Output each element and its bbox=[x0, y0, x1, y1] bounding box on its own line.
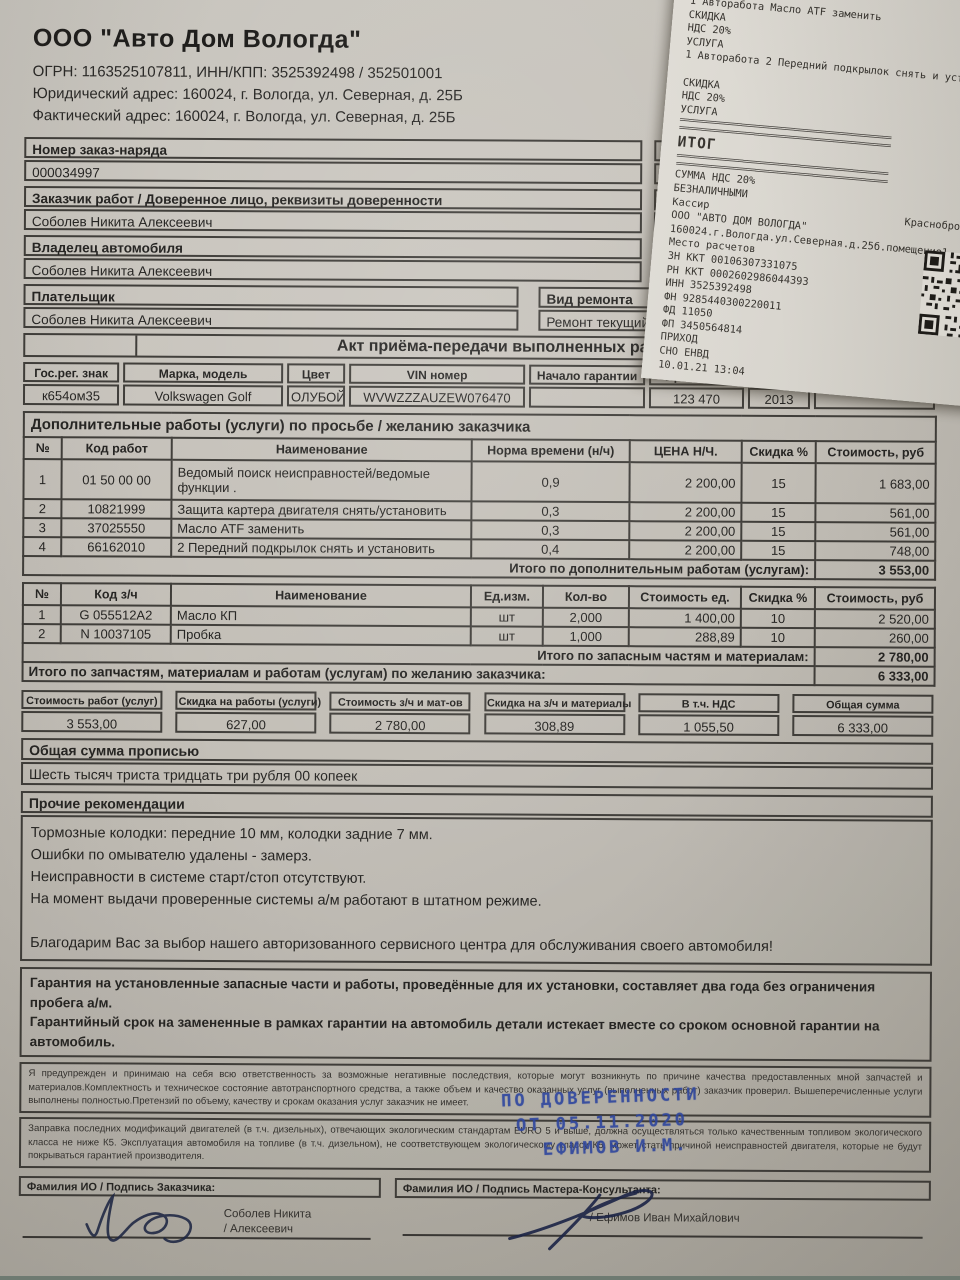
vehicle-field-label: Начало гарантии bbox=[529, 364, 646, 386]
total-box-label: Общая сумма bbox=[792, 694, 934, 714]
total-box: Общая сумма 6 333,00 bbox=[792, 694, 934, 737]
vehicle-field-value: WVWZZZAUZEW076470 bbox=[348, 385, 526, 408]
total-box-value: 2 780,00 bbox=[329, 712, 471, 735]
grand-total-label: Итого по запчастям, материалам и работам… bbox=[22, 661, 815, 686]
vehicle-field-value: ОЛУБОЙ bbox=[286, 385, 346, 407]
vehicle-field: Начало гарантии bbox=[528, 364, 646, 409]
col-discount: Скидка % bbox=[741, 440, 816, 464]
total-box-label: Скидка на з/ч и материалы bbox=[483, 692, 631, 713]
total-box-value: 3 553,00 bbox=[21, 710, 163, 733]
amount-in-words-label: Общая сумма прописью bbox=[21, 737, 934, 765]
works-total-row: Итого по дополнительным работам (услугам… bbox=[23, 555, 936, 580]
works-total-value: 3 553,00 bbox=[815, 560, 936, 580]
total-box-label: Стоимость з/ч и мат-ов bbox=[329, 691, 471, 712]
vehicle-field-label: VIN номер bbox=[349, 363, 526, 385]
master-signature-block: Фамилия ИО / Подпись Мастера-Консультант… bbox=[394, 1177, 931, 1269]
customer-signature-name: Соболев Никита / Алексеевич bbox=[223, 1207, 312, 1236]
customer-label: Заказчик работ / Доверенное лицо, реквиз… bbox=[23, 185, 643, 211]
warranty-p1: Гарантия на установленные запасные части… bbox=[29, 975, 876, 1011]
amount-in-words-value: Шесть тысяч триста тридцать три рубля 00… bbox=[20, 761, 934, 790]
parts-table: № Код з/ч Наименование Ед.изм. Кол-во Ст… bbox=[22, 582, 937, 687]
total-box-value: 627,00 bbox=[175, 711, 317, 734]
total-box-value: 6 333,00 bbox=[792, 715, 934, 737]
col-qty: Кол-во bbox=[542, 585, 630, 609]
vehicle-field: Марка, модель Volkswagen Golf bbox=[122, 362, 284, 407]
totals-boxes-row: Стоимость работ (услуг) 3 553,00 Скидка … bbox=[21, 689, 934, 737]
grand-total-row: Итого по запчастям, материалам и работам… bbox=[22, 661, 935, 686]
total-box-value: 308,89 bbox=[483, 713, 625, 736]
order-number-value: 000034997 bbox=[24, 159, 643, 185]
total-box: Скидка на з/ч и материалы 308,89 bbox=[483, 692, 631, 736]
grand-total-value: 6 333,00 bbox=[814, 666, 935, 686]
works-table: Дополнительные работы (услуги) по просьб… bbox=[22, 411, 937, 581]
payer-label: Плательщик bbox=[23, 283, 519, 308]
qr-code-icon bbox=[917, 250, 960, 342]
work-order-form: ООО "Авто Дом Вологда" ОГРН: 11635251078… bbox=[18, 16, 937, 1269]
total-box-label: Стоимость работ (услуг) bbox=[21, 689, 163, 710]
notary-stamp: ПО ДОВЕРЕННОСТИ ОТ 05.11.2020 ЕФИМОВ И.М… bbox=[500, 1084, 700, 1161]
amount-in-words: Общая сумма прописью Шесть тысяч триста … bbox=[20, 737, 934, 790]
warranty-box: Гарантия на установленные запасные части… bbox=[19, 966, 933, 1063]
col-norm: Норма времени (н/ч) bbox=[471, 439, 630, 463]
order-number-label: Номер заказ-наряда bbox=[24, 136, 643, 162]
disclaimer-2: Заправка последних модификаций двигателе… bbox=[18, 1117, 932, 1173]
vehicle-field-label: Марка, модель bbox=[123, 362, 284, 384]
col-cost: Стоимость, руб bbox=[815, 441, 936, 464]
parts-total-value: 2 780,00 bbox=[814, 647, 935, 667]
col-unit: Ед.изм. bbox=[470, 585, 544, 608]
total-box-value: 1 055,50 bbox=[637, 714, 780, 736]
disclaimer-1: Я предупрежден и принимаю на себя всю от… bbox=[19, 1062, 932, 1118]
customer-signature-block: Фамилия ИО / Подпись Заказчика: Соболев … bbox=[18, 1175, 381, 1266]
col-num: № bbox=[23, 436, 62, 460]
works-total-label: Итого по дополнительным работам (услугам… bbox=[23, 555, 816, 580]
vehicle-field-value bbox=[528, 386, 646, 409]
col-discount: Скидка % bbox=[740, 586, 816, 610]
total-box-label: В т.ч. НДС bbox=[638, 693, 780, 713]
works-table-row: 1 01 50 00 00 Ведомый поиск неисправност… bbox=[23, 458, 936, 504]
col-unit-price: Стоимость ед. bbox=[628, 586, 742, 609]
col-price: ЦЕНА Н/Ч. bbox=[629, 440, 742, 463]
vehicle-field-value: Volkswagen Golf bbox=[122, 384, 284, 407]
recommendations-label: Прочие рекомендации bbox=[20, 790, 933, 818]
vehicle-field: Гос.рег. знак к654ом35 bbox=[22, 361, 120, 406]
customer-signature-handwriting bbox=[85, 1192, 192, 1243]
col-name: Наименование bbox=[170, 583, 472, 608]
total-box: Стоимость работ (услуг) 3 553,00 bbox=[21, 689, 163, 733]
customer-value: Соболев Никита Алексеевич bbox=[23, 208, 642, 234]
owner-value: Соболев Никита Алексеевич bbox=[23, 257, 642, 283]
recommendations-body: Тормозные колодки: передние 10 мм, колод… bbox=[20, 814, 933, 966]
col-work-code: Код работ bbox=[61, 437, 172, 460]
vehicle-field-value: к654ом35 bbox=[22, 383, 120, 406]
total-box: Скидка на работы (услуги) 627,00 bbox=[175, 690, 321, 734]
vehicle-field: VIN номер WVWZZZAUZEW076470 bbox=[348, 363, 526, 408]
warranty-p2: Гарантийный срок на замененные в рамках … bbox=[29, 1014, 880, 1050]
col-name: Наименование bbox=[171, 437, 472, 462]
total-box: Стоимость з/ч и мат-ов 2 780,00 bbox=[329, 691, 471, 735]
photo-bottom-edge bbox=[0, 1276, 960, 1280]
recommendation-line: На момент выдачи проверенные системы а/м… bbox=[30, 891, 542, 910]
total-box-label: Скидка на работы (услуги) bbox=[175, 690, 321, 711]
vehicle-field: Цвет ОЛУБОЙ bbox=[286, 363, 346, 407]
col-num: № bbox=[22, 582, 62, 606]
col-cost: Стоимость, руб bbox=[814, 587, 936, 610]
vehicle-field-label: Цвет bbox=[287, 363, 346, 384]
master-signature-handwriting bbox=[508, 1188, 654, 1251]
vehicle-field-value: 123 470 bbox=[648, 387, 745, 409]
recommendations: Прочие рекомендации Тормозные колодки: п… bbox=[20, 790, 933, 966]
col-part-code: Код з/ч bbox=[60, 583, 172, 606]
signatures-row: Фамилия ИО / Подпись Заказчика: Соболев … bbox=[18, 1175, 931, 1269]
recommendation-line: Благодарим Вас за выбор нашего авторизов… bbox=[30, 935, 773, 955]
cash-receipt: 1 Авторабота Масло ATF заменить 1870 СКИ… bbox=[640, 0, 960, 409]
act-title-empty-cell bbox=[25, 335, 138, 356]
total-box: В т.ч. НДС 1 055,50 bbox=[637, 693, 780, 736]
vehicle-field-label: Гос.рег. знак bbox=[23, 361, 120, 383]
payer-value: Соболев Никита Алексеевич bbox=[23, 306, 519, 331]
owner-label: Владелец автомобиля bbox=[23, 234, 642, 260]
